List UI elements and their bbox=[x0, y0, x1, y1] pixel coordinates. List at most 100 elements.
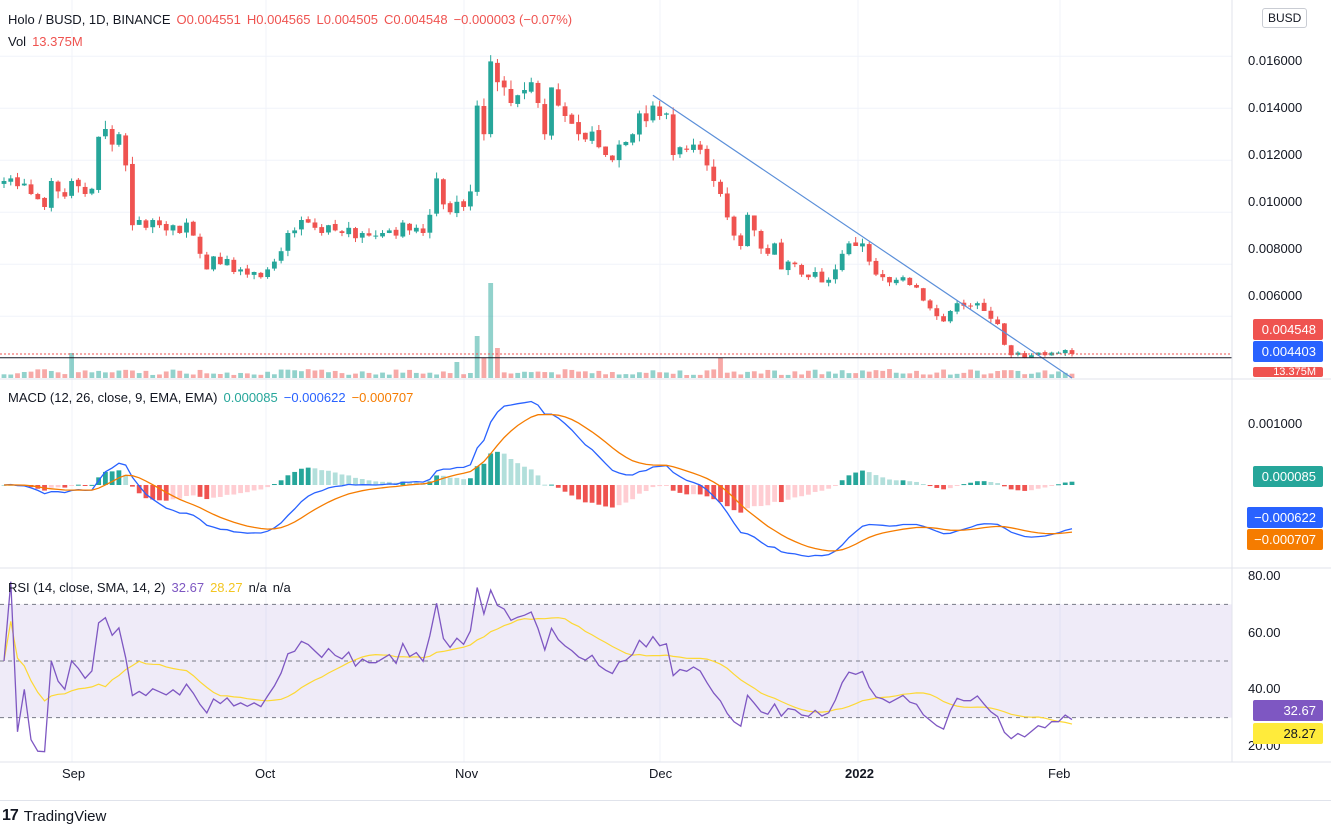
macd-histogram-bar bbox=[522, 466, 527, 485]
macd-histogram-bar bbox=[75, 484, 81, 486]
candle-body bbox=[1008, 345, 1014, 356]
macd-histogram-bar bbox=[1056, 484, 1061, 486]
volume-bar bbox=[400, 372, 406, 378]
macd-histogram-bar bbox=[853, 472, 859, 485]
rsi-pane[interactable] bbox=[3, 581, 1073, 753]
macd-histogram-bar bbox=[549, 484, 554, 486]
macd-pane[interactable] bbox=[1, 400, 1075, 558]
volume-bar bbox=[366, 372, 372, 378]
volume-bar bbox=[1015, 370, 1021, 378]
macd-label: MACD (12, 26, close, 9, EMA, EMA) bbox=[8, 390, 218, 405]
price-tick: 0.014000 bbox=[1248, 100, 1303, 115]
candle-body bbox=[265, 269, 271, 278]
volume-bar bbox=[947, 374, 953, 378]
volume-bar bbox=[839, 370, 845, 378]
macd-histogram-bar bbox=[130, 485, 135, 487]
macd-histogram-bar bbox=[927, 485, 933, 487]
volume-bar bbox=[75, 372, 81, 378]
candle-body bbox=[927, 300, 933, 309]
candle-body bbox=[772, 243, 777, 255]
tradingview-text: TradingView bbox=[23, 807, 107, 825]
volume-bar bbox=[116, 370, 122, 378]
candle-body bbox=[1069, 350, 1075, 354]
volume-bar bbox=[170, 369, 176, 378]
volume-bar bbox=[995, 371, 1001, 378]
volume-bar bbox=[833, 373, 838, 378]
macd-histogram-bar bbox=[319, 470, 325, 485]
macd-histogram-bar bbox=[197, 485, 203, 497]
candle-body bbox=[346, 227, 352, 235]
volume-bar bbox=[495, 348, 500, 378]
volume-bar bbox=[501, 372, 507, 378]
macd-histogram-bar bbox=[866, 472, 872, 485]
macd-histogram-bar bbox=[691, 485, 696, 495]
macd-histogram-bar bbox=[724, 485, 730, 507]
macd-histogram-bar bbox=[1002, 485, 1007, 487]
candle-body bbox=[636, 113, 642, 135]
macd-legend[interactable]: MACD (12, 26, close, 9, EMA, EMA) 0.0000… bbox=[8, 390, 419, 405]
macd-histogram-bar bbox=[941, 485, 946, 490]
macd-histogram-bar bbox=[900, 480, 906, 485]
symbol-legend[interactable]: Holo / BUSD, 1D, BINANCE O0.004551 H0.00… bbox=[8, 12, 578, 27]
candle-body bbox=[190, 221, 196, 236]
macd-histogram-bar bbox=[1069, 481, 1075, 485]
macd-hist-value: 0.000085 bbox=[223, 390, 278, 405]
volume-bar bbox=[934, 372, 940, 378]
candle-body bbox=[988, 310, 994, 319]
macd-histogram-bar bbox=[738, 485, 744, 513]
macd-histogram-bar bbox=[799, 485, 805, 497]
candle-body bbox=[495, 62, 500, 83]
macd-histogram-bar bbox=[359, 479, 365, 485]
macd-histogram-bar bbox=[474, 466, 480, 485]
candlesticks[interactable] bbox=[1, 55, 1075, 359]
candle-body bbox=[657, 106, 663, 116]
macd-histogram-bar bbox=[143, 485, 149, 499]
macd-histogram-bar bbox=[454, 477, 460, 485]
candle-body bbox=[211, 256, 216, 270]
macd-histogram-bar bbox=[312, 468, 318, 485]
volume-bar bbox=[305, 369, 311, 378]
volume-bar bbox=[136, 373, 142, 378]
macd-histogram-bar bbox=[954, 485, 960, 486]
volume-bar bbox=[150, 374, 156, 378]
candle-body bbox=[562, 106, 568, 116]
candle-body bbox=[778, 242, 784, 270]
candle-body bbox=[292, 230, 298, 234]
volume-bar bbox=[636, 372, 642, 378]
date-tick: Feb bbox=[1048, 766, 1071, 781]
macd-histogram-bar bbox=[461, 479, 467, 485]
volume-bar bbox=[278, 369, 284, 378]
volume-bar bbox=[623, 374, 629, 378]
candle-body bbox=[197, 236, 203, 254]
candle-body bbox=[954, 303, 960, 312]
candle-body bbox=[961, 302, 967, 306]
volume-legend[interactable]: Vol 13.375M bbox=[8, 34, 89, 49]
candle-body bbox=[177, 225, 183, 233]
volume-bar bbox=[217, 374, 223, 378]
macd-histogram-bar bbox=[495, 451, 500, 485]
macd-histogram-bar bbox=[988, 482, 994, 485]
chart-canvas[interactable] bbox=[0, 0, 1331, 800]
candle-body bbox=[853, 242, 859, 246]
candle-body bbox=[69, 181, 74, 196]
rsi-legend[interactable]: RSI (14, close, SMA, 14, 2) 32.67 28.27 … bbox=[8, 580, 297, 595]
volume-bar bbox=[528, 372, 534, 378]
volume-bar bbox=[271, 374, 277, 378]
volume-bar bbox=[893, 372, 899, 378]
currency-button[interactable]: BUSD bbox=[1262, 8, 1308, 28]
candle-body bbox=[413, 227, 419, 232]
macd-histogram-bar bbox=[299, 468, 304, 485]
volume-bar bbox=[258, 374, 264, 378]
tradingview-logo[interactable]: 17 TradingView bbox=[2, 807, 106, 825]
candle-body bbox=[285, 233, 291, 251]
macd-histogram-bar bbox=[380, 481, 385, 485]
macd-histogram-bar bbox=[745, 485, 750, 509]
candle-body bbox=[407, 223, 412, 231]
macd-tick: 0.001000 bbox=[1248, 416, 1303, 431]
symbol-title[interactable]: Holo / BUSD, 1D, BINANCE bbox=[8, 12, 171, 27]
candle-body bbox=[718, 181, 723, 194]
candle-body bbox=[819, 271, 825, 283]
macd-histogram-bar bbox=[1035, 485, 1041, 489]
candle-body bbox=[846, 243, 852, 255]
trendline bbox=[652, 94, 1073, 379]
